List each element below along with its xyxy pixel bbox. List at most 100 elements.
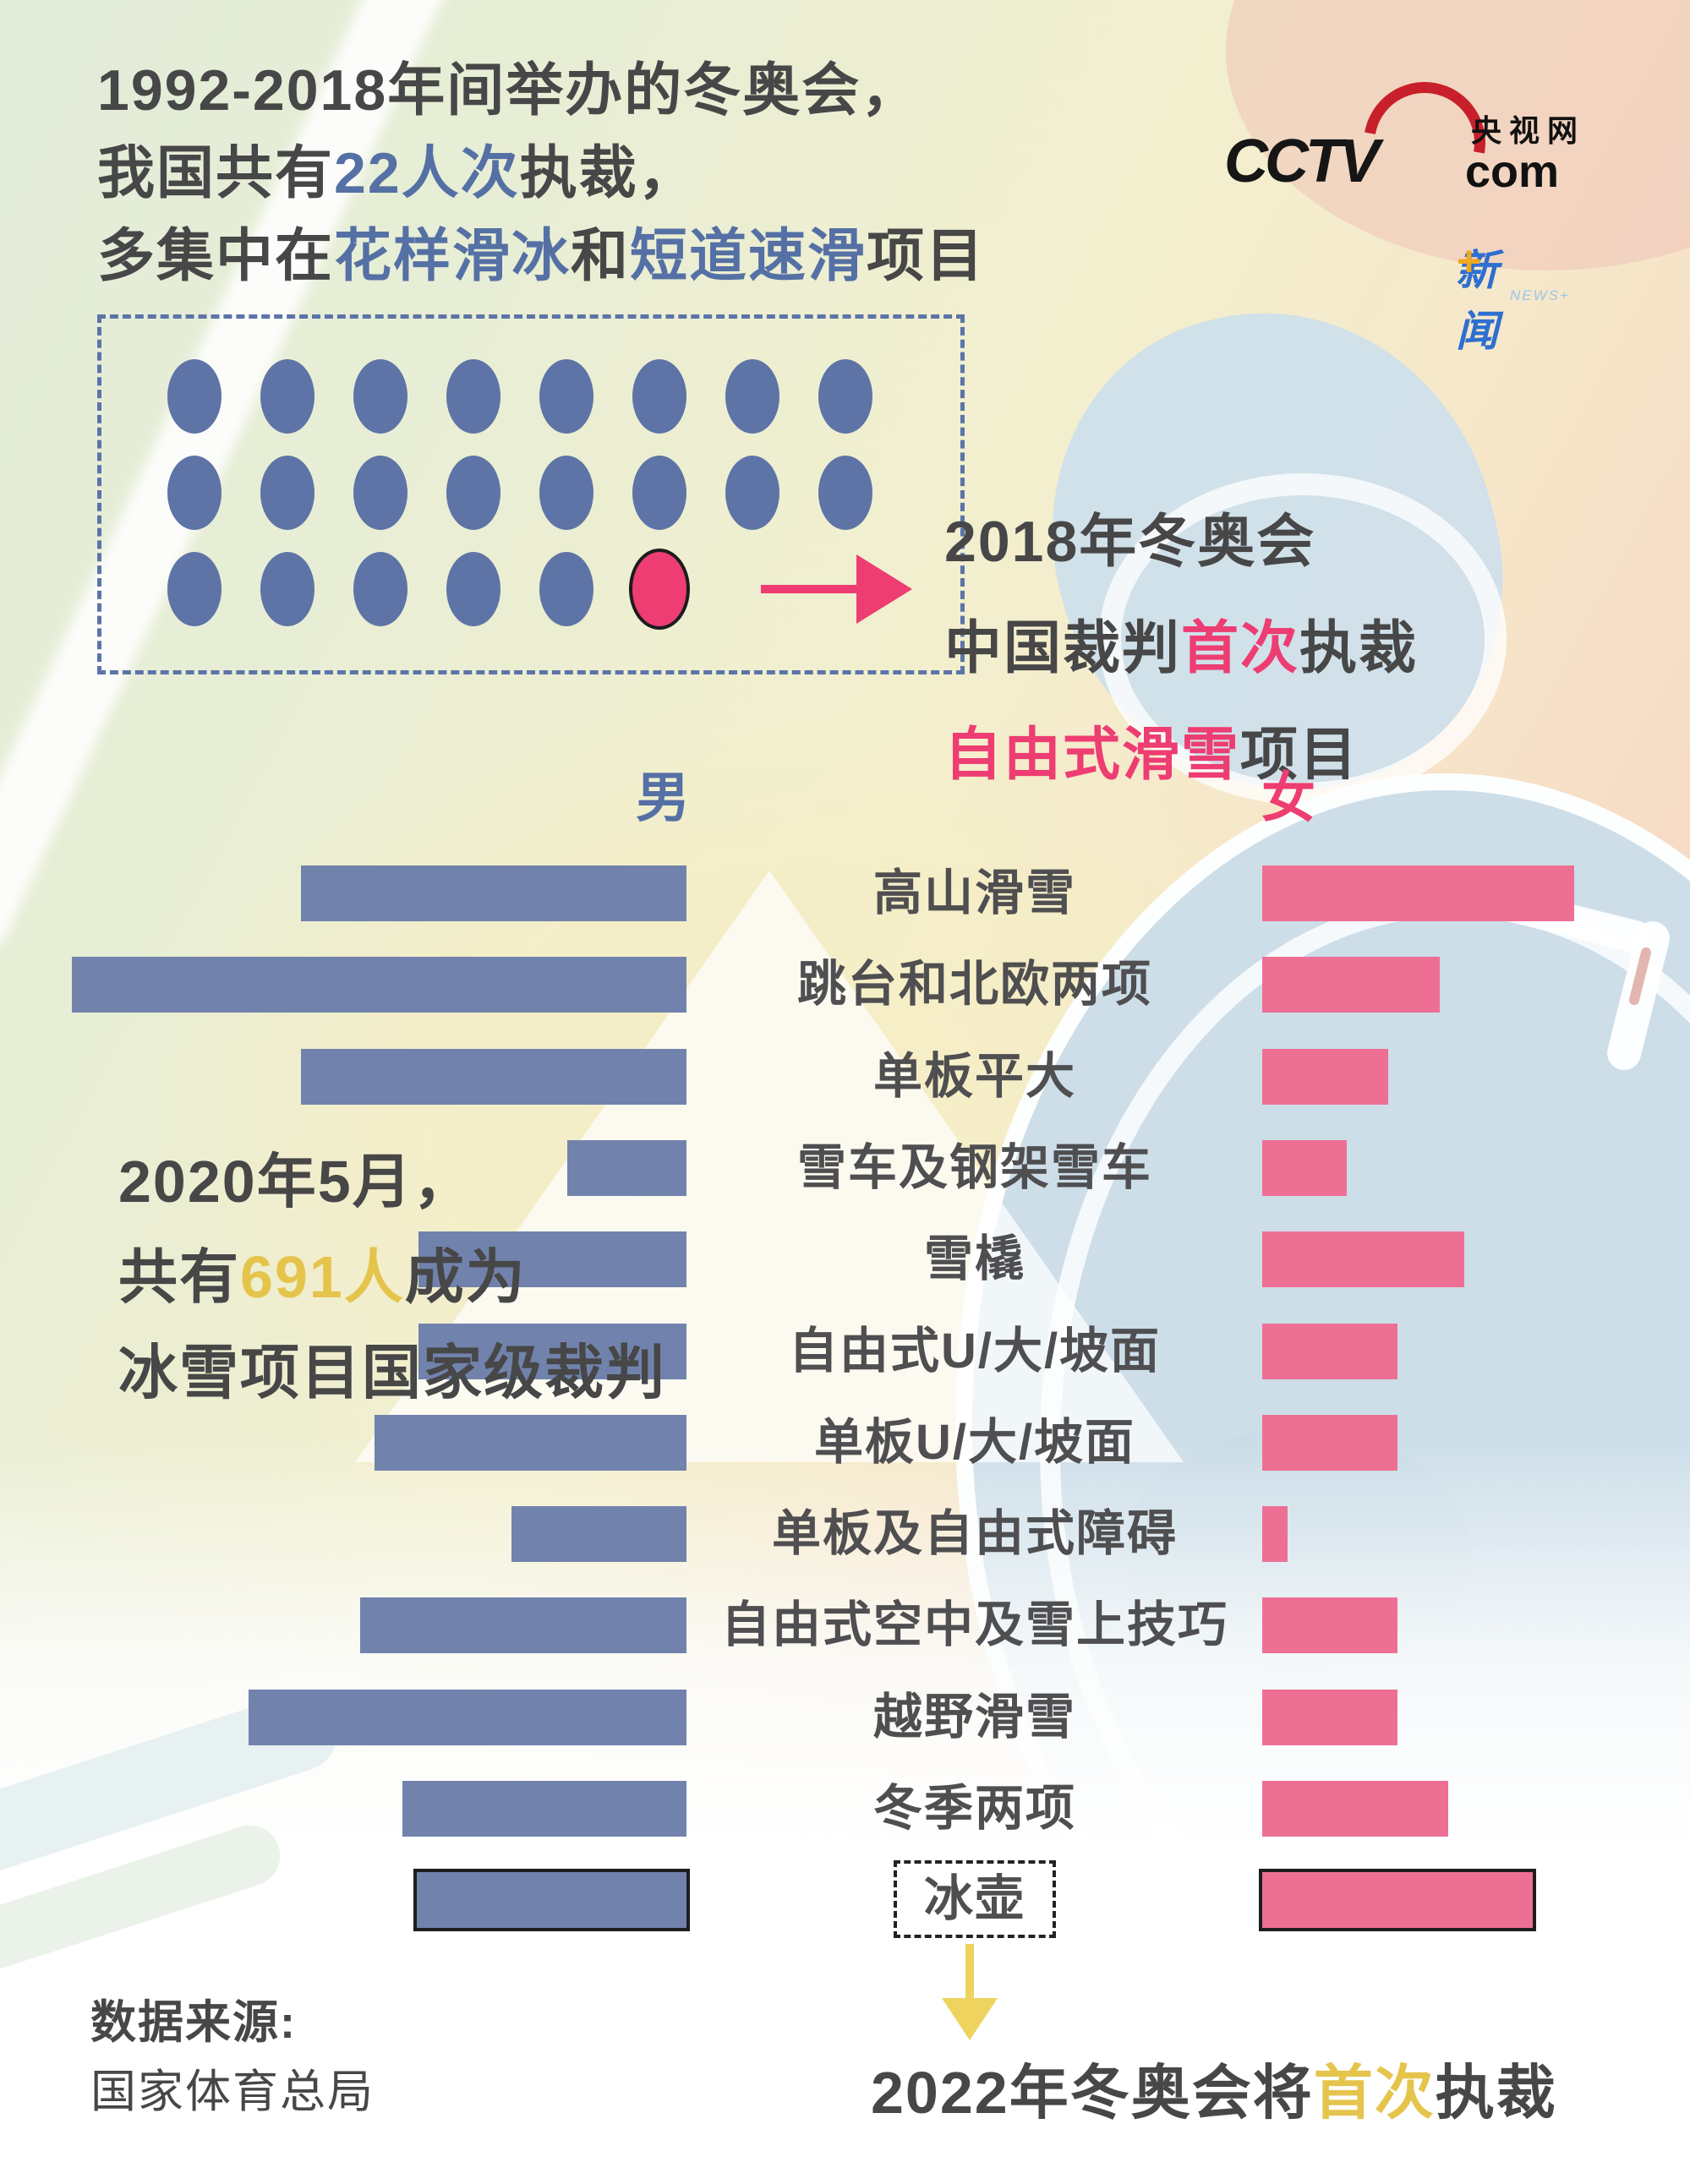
female-bar-row-4 [1262,1140,1347,1196]
male-bar-row-3 [301,1049,686,1105]
female-bar-row-7 [1262,1415,1397,1471]
title-line-1: 1992-2018年间举办的冬奥会， [97,58,921,123]
female-bar-row-9 [1262,1597,1397,1653]
cctv-wordmark: CCTV [1224,128,1380,195]
title-highlight-22: 22人次 [334,141,520,205]
judge-dot [818,456,872,530]
judge-dot [446,456,500,530]
female-bar-row-11 [1262,1781,1448,1837]
chart-row-12: 冰壶 [0,1860,1690,1938]
male-bar-row-9 [360,1597,686,1653]
judge-dot [725,359,779,434]
judge-dot [539,552,593,626]
female-bar-row-3 [1262,1049,1388,1105]
category-label-row-12: 冰壶 [721,1860,1228,1938]
category-label-row-4: 雪车及钢架雪车 [796,1140,1152,1195]
judge-dot [167,552,222,626]
male-bar-row-7 [375,1415,686,1471]
chart-row-4: 雪车及钢架雪车 [0,1140,1690,1196]
male-bar-row-10 [249,1690,686,1745]
female-bar-row-5 [1262,1231,1464,1287]
column-header-male: 男 [636,767,690,828]
pink-arrow-stem [761,585,858,593]
title-line-2: 我国共有22人次执裁， [97,141,697,205]
male-bar-row-11 [402,1781,686,1837]
yellow-arrow-stem [965,1944,974,2001]
callout-2018: 2018年冬奥会 中国裁判首次执裁 自由式滑雪项目 [944,489,1418,808]
footer-highlight-first-time: 首次 [1313,2060,1436,2126]
chart-row-1: 高山滑雪 [0,865,1690,921]
callout-line-3: 自由式滑雪项目 [944,723,1359,787]
judge-dot [260,456,314,530]
curling-dashed-box: 冰壶 [893,1860,1056,1938]
note-2020: 2020年5月， 共有691人成为 冰雪项目国家级裁判 [118,1134,666,1421]
judge-dot [260,359,314,434]
chart-row-11: 冬季两项 [0,1781,1690,1837]
callout-highlight-freestyle-ski: 自由式滑雪 [944,723,1241,787]
judge-dot [446,552,500,626]
judge-dot [353,456,407,530]
data-source-value: 国家体育总局 [90,2067,375,2117]
female-bar-row-1 [1262,865,1574,921]
judge-dot [260,552,314,626]
male-bar-row-12 [413,1869,690,1931]
callout-line-1: 2018年冬奥会 [944,510,1316,574]
judge-dot [353,359,407,434]
category-label-row-5: 雪橇 [923,1231,1025,1286]
yellow-arrow-icon [942,1998,998,2040]
page-title: 1992-2018年间举办的冬奥会， 我国共有22人次执裁， 多集中在花样滑冰和… [97,49,985,298]
category-label-row-7: 单板U/大/坡面 [813,1415,1136,1470]
data-source-label: 数据来源: [90,1997,297,2048]
female-bar-row-10 [1262,1690,1397,1745]
judge-dot [353,552,407,626]
chart-row-10: 越野滑雪 [0,1690,1690,1745]
news-plus-english: NEWS+ [1510,287,1570,303]
footer-headline: 2022年冬奥会将首次执裁 [871,2060,1557,2126]
category-label-row-8: 单板及自由式障碍 [771,1506,1178,1561]
judge-dot [818,359,872,434]
category-label-row-11: 冬季两项 [872,1781,1076,1836]
judge-dot [446,359,500,434]
title-line-3: 多集中在花样滑冰和短道速滑项目 [97,224,986,288]
male-bar-row-5 [418,1231,686,1287]
female-bar-row-8 [1262,1506,1288,1562]
title-highlight-figure-skating: 花样滑冰 [334,224,572,288]
title-highlight-short-track: 短道速滑 [630,224,867,288]
male-bar-row-6 [418,1324,686,1379]
judge-dot [539,359,593,434]
cctv-logo: CCTV 央视网 com 新闻 + NEWS+ [1217,57,1632,355]
judge-dot [167,456,222,530]
male-bar-row-8 [511,1506,686,1562]
judge-dot [725,456,779,530]
judge-dot [632,456,686,530]
cctv-chinese-name: 央视网 [1471,113,1586,148]
category-label-row-9: 自由式空中及雪上技巧 [721,1597,1229,1652]
judge-dot [632,359,686,434]
male-bar-row-1 [301,865,686,921]
category-label-row-3: 单板平大 [872,1049,1076,1104]
note-line-3: 冰雪项目国家级裁判 [118,1340,666,1406]
category-label-row-1: 高山滑雪 [872,865,1076,920]
judge-dot-first-freestyle-referee [629,549,690,630]
cctv-com-label: com [1465,146,1560,197]
female-bar-row-2 [1262,957,1440,1013]
note-line-1: 2020年5月， [118,1149,474,1215]
judges-dot-matrix-box [97,314,965,674]
chart-row-9: 自由式空中及雪上技巧 [0,1597,1690,1653]
callout-line-2: 中国裁判首次执裁 [944,616,1419,680]
chart-row-2: 跳台和北欧两项 [0,957,1690,1013]
male-bar-row-4 [567,1140,686,1196]
chart-row-7: 单板U/大/坡面 [0,1415,1690,1471]
chart-row-8: 单板及自由式障碍 [0,1506,1690,1562]
female-bar-row-12 [1259,1869,1536,1931]
pink-arrow-icon [856,554,912,624]
chart-row-6: 自由式U/大/坡面 [0,1324,1690,1379]
judge-dot [539,456,593,530]
chart-row-3: 单板平大 [0,1049,1690,1105]
note-line-2: 共有691人成为 [118,1244,527,1310]
male-bar-row-2 [72,957,686,1013]
callout-highlight-first-time: 首次 [1181,616,1300,680]
category-label-row-10: 越野滑雪 [872,1690,1076,1744]
category-label-row-2: 跳台和北欧两项 [796,957,1152,1012]
